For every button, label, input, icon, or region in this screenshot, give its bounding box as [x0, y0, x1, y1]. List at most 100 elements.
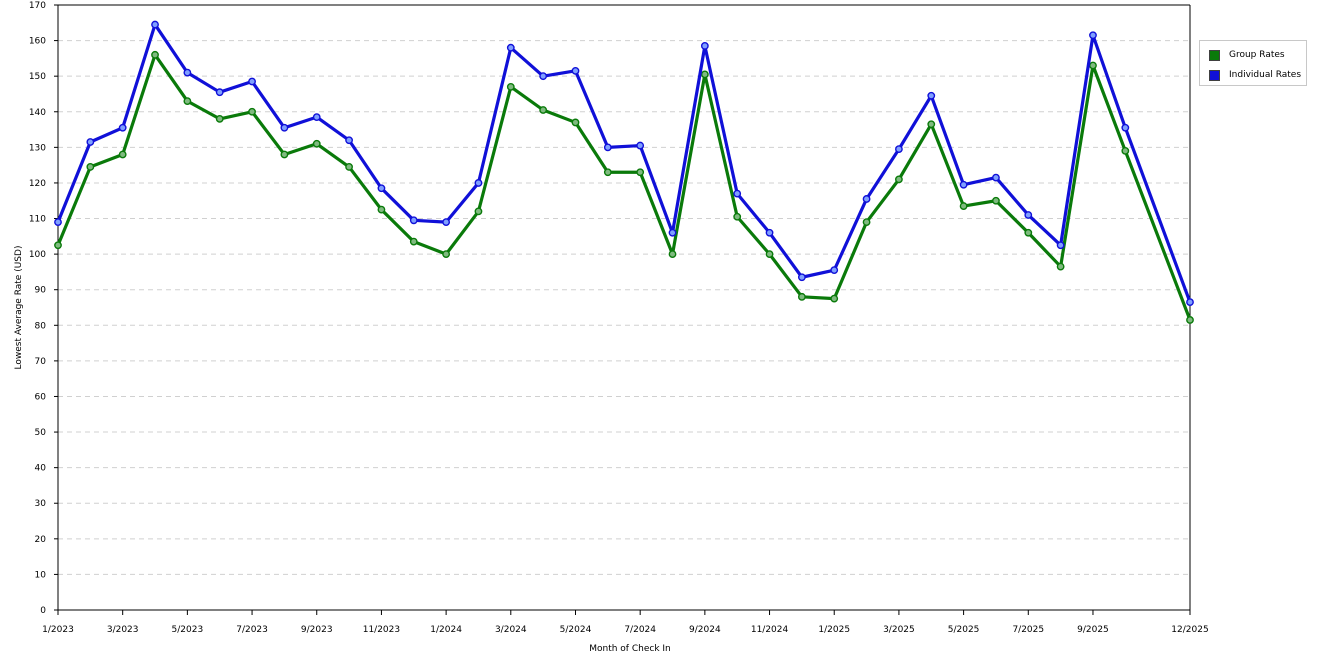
y-tick-label: 130 [29, 143, 46, 153]
data-point-0 [992, 196, 1000, 205]
data-point-0 [862, 218, 871, 226]
data-point-1 [927, 91, 936, 100]
data-point-1 [474, 179, 483, 187]
legend-swatch-individual [1209, 69, 1220, 81]
data-point-1 [992, 173, 1000, 182]
data-point-1 [636, 141, 645, 150]
x-tick-label: 1/2023 [42, 625, 74, 635]
data-point-1 [959, 180, 968, 189]
plot-area [58, 5, 1190, 610]
y-tick-label: 0 [40, 606, 46, 616]
data-point-0 [603, 168, 612, 177]
y-tick-label: 30 [35, 499, 47, 509]
x-tick-label: 1/2024 [430, 625, 462, 635]
data-point-1 [765, 228, 774, 237]
data-point-1 [797, 273, 806, 282]
data-point-1 [377, 184, 386, 193]
y-tick-label: 70 [35, 357, 47, 367]
x-tick-label: 5/2024 [560, 625, 592, 635]
data-point-1 [571, 66, 580, 75]
data-point-0 [636, 168, 645, 177]
x-tick-label: 7/2024 [624, 625, 656, 635]
data-point-0 [442, 250, 451, 259]
x-axis-title: Month of Check In [589, 644, 671, 654]
data-point-0 [797, 292, 806, 301]
data-point-0 [409, 237, 418, 246]
data-point-0 [1024, 228, 1033, 237]
data-point-0 [1089, 61, 1097, 70]
data-point-1 [895, 145, 903, 154]
data-point-0 [1186, 316, 1194, 324]
data-point-1 [1089, 31, 1097, 40]
data-point-1 [1186, 298, 1194, 307]
x-tick-label: 11/2023 [363, 625, 400, 635]
data-point-1 [248, 77, 256, 86]
x-tick-label: 7/2023 [236, 625, 268, 635]
data-point-0 [86, 163, 95, 171]
data-point-0 [151, 50, 159, 59]
legend-item-group: Group Rates [1209, 48, 1285, 62]
data-point-0 [539, 106, 548, 114]
y-tick-label: 10 [35, 570, 47, 580]
x-tick-label: 9/2024 [689, 625, 721, 635]
data-point-0 [312, 139, 321, 148]
y-axis-title: Lowest Average Rate (USD) [14, 246, 24, 370]
legend-label-group: Group Rates [1229, 50, 1285, 60]
x-tick-label: 3/2025 [883, 625, 915, 635]
y-tick-label: 100 [29, 250, 46, 260]
data-point-0 [215, 114, 224, 123]
data-point-1 [1056, 241, 1065, 250]
data-point-1 [1024, 211, 1033, 219]
data-point-0 [895, 175, 903, 184]
y-tick-label: 60 [35, 392, 47, 402]
data-point-1 [603, 143, 612, 152]
legend: Group Rates Individual Rates [1199, 40, 1307, 86]
data-point-0 [280, 150, 289, 159]
data-point-1 [862, 195, 871, 203]
data-point-1 [830, 266, 839, 275]
x-tick-label: 1/2025 [818, 625, 850, 635]
data-point-0 [377, 205, 386, 214]
data-point-1 [215, 88, 224, 97]
data-point-0 [765, 250, 774, 259]
data-point-0 [1056, 262, 1065, 271]
x-tick-label: 11/2024 [751, 625, 789, 635]
y-tick-label: 170 [29, 1, 46, 11]
data-point-1 [1121, 123, 1130, 132]
y-tick-label: 160 [29, 37, 46, 47]
y-tick-label: 80 [35, 321, 47, 331]
data-point-0 [248, 107, 256, 116]
data-point-1 [733, 189, 742, 198]
data-point-1 [54, 218, 62, 226]
data-point-1 [151, 20, 159, 29]
data-point-1 [442, 218, 451, 226]
data-point-1 [280, 123, 289, 132]
data-point-0 [927, 120, 936, 129]
x-tick-label: 7/2025 [1012, 625, 1044, 635]
data-point-0 [54, 241, 62, 250]
data-point-1 [668, 228, 677, 237]
y-tick-label: 120 [29, 179, 46, 189]
x-tick-label: 9/2023 [301, 625, 333, 635]
data-point-0 [571, 118, 580, 127]
data-point-0 [830, 294, 839, 303]
y-tick-label: 50 [35, 428, 47, 438]
data-point-1 [700, 42, 709, 50]
y-tick-label: 150 [29, 72, 46, 82]
x-tick-label: 12/2025 [1171, 625, 1208, 635]
y-tick-label: 20 [35, 535, 47, 545]
data-point-1 [345, 136, 353, 145]
y-tick-label: 40 [35, 464, 47, 474]
data-point-0 [118, 150, 127, 159]
x-tick-label: 3/2023 [107, 625, 139, 635]
data-point-1 [86, 138, 95, 146]
y-tick-label: 110 [29, 215, 46, 225]
data-point-0 [733, 212, 742, 221]
data-point-1 [539, 72, 548, 81]
data-point-1 [118, 123, 127, 132]
data-point-0 [1121, 147, 1130, 155]
data-point-1 [183, 68, 192, 77]
data-point-1 [409, 216, 418, 225]
